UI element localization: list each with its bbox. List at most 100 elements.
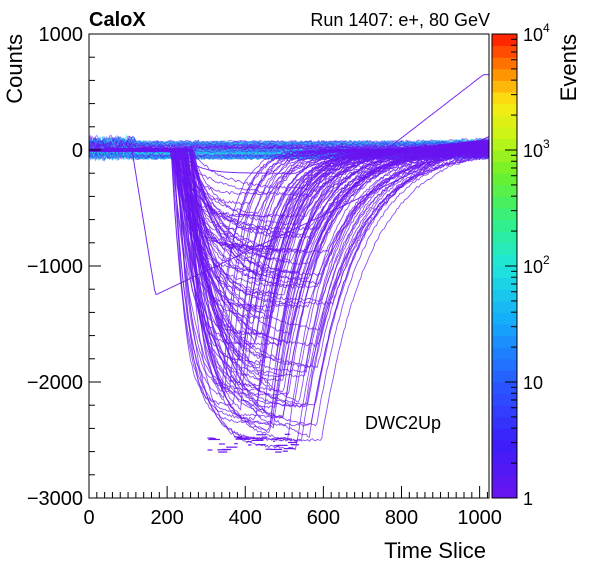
color-band — [492, 34, 517, 47]
saturation-mark — [291, 444, 299, 446]
color-band — [492, 254, 517, 267]
saturation-mark — [276, 437, 284, 440]
saturation-mark — [207, 437, 214, 439]
y-tick-label: 0 — [72, 140, 83, 162]
color-band — [492, 312, 517, 325]
trace-layer — [89, 74, 489, 453]
saturation-mark — [235, 438, 247, 440]
x-tick-label: 800 — [385, 507, 418, 529]
saturation-mark — [208, 438, 220, 441]
color-band — [492, 405, 517, 418]
color-band — [492, 289, 517, 302]
color-band — [492, 115, 517, 128]
saturation-mark — [207, 449, 213, 451]
color-band — [492, 347, 517, 360]
y-tick-label: −1000 — [27, 256, 83, 278]
color-band — [492, 382, 517, 395]
y-axis-title: Counts — [2, 34, 27, 104]
z-tick-label: 10 — [523, 25, 543, 45]
x-tick-label: 600 — [307, 507, 340, 529]
saturation-mark — [256, 434, 266, 436]
color-band — [492, 184, 517, 197]
color-band — [492, 428, 517, 441]
pulse-trace — [89, 147, 489, 406]
saturation-mark — [251, 439, 264, 441]
annotation-label: DWC2Up — [365, 413, 441, 433]
saturation-mark — [272, 440, 276, 442]
color-band — [492, 451, 517, 464]
color-band — [492, 393, 517, 406]
z-tick-label: 1 — [523, 489, 533, 509]
color-band — [492, 103, 517, 116]
color-band — [492, 416, 517, 429]
z-axis-title: Events — [556, 34, 581, 101]
color-band — [492, 440, 517, 453]
color-band — [492, 150, 517, 163]
saturation-mark — [226, 446, 238, 448]
saturation-mark — [276, 444, 288, 446]
baseline-trace — [89, 136, 489, 149]
saturation-mark — [290, 443, 294, 446]
color-band — [492, 45, 517, 58]
z-tick-label: 10 — [523, 141, 543, 161]
x-tick-label: 0 — [83, 507, 94, 529]
z-tick-exponent: 2 — [543, 253, 550, 267]
saturation-mark — [287, 441, 298, 444]
saturation-mark — [218, 443, 225, 445]
saturation-mark — [270, 448, 283, 451]
baseline-trace — [89, 138, 489, 151]
x-axis: 0 200 400 600 800 1000 — [83, 486, 502, 529]
color-band — [492, 126, 517, 139]
experiment-label: CaloX — [89, 9, 146, 31]
saturation-mark — [294, 440, 298, 442]
saturation-mark — [243, 438, 251, 440]
saturation-mark — [250, 437, 259, 439]
color-band — [492, 92, 517, 105]
baseline-trace — [89, 133, 489, 145]
saturation-mark — [282, 450, 288, 452]
color-band — [492, 219, 517, 232]
saturation-mark — [234, 443, 238, 445]
y-axis: −3000 −2000 −1000 0 1000 — [27, 24, 101, 510]
saturation-mark — [234, 436, 243, 438]
x-axis-title: Time Slice — [384, 538, 486, 563]
saturation-mark — [261, 436, 268, 438]
saturation-mark — [247, 444, 252, 446]
color-band — [492, 370, 517, 383]
saturation-mark — [221, 448, 232, 451]
saturation-mark — [284, 438, 292, 440]
saturation-mark — [246, 441, 252, 443]
color-band — [492, 335, 517, 348]
color-band — [492, 161, 517, 174]
late-rise-trace — [89, 74, 489, 174]
color-band — [492, 277, 517, 290]
y-tick-label: −2000 — [27, 372, 83, 394]
color-band — [492, 486, 517, 499]
color-band — [492, 324, 517, 337]
color-scale-bar — [491, 33, 518, 499]
y-tick-label: −3000 — [27, 488, 83, 510]
color-band — [492, 68, 517, 81]
color-band — [492, 474, 517, 487]
saturation-mark — [275, 451, 282, 453]
z-tick-exponent: 3 — [543, 137, 550, 151]
color-band — [492, 196, 517, 209]
early-pulse-trace — [89, 136, 489, 296]
z-tick-label: 10 — [523, 257, 543, 277]
color-band — [492, 242, 517, 255]
color-band — [492, 138, 517, 151]
color-band — [492, 173, 517, 186]
saturation-mark — [271, 438, 278, 440]
color-band — [492, 80, 517, 93]
z-tick-label: 10 — [523, 373, 543, 393]
saturation-mark — [236, 437, 247, 439]
color-band — [492, 358, 517, 371]
color-band — [492, 300, 517, 313]
color-band — [492, 266, 517, 279]
color-band — [492, 231, 517, 244]
color-band — [492, 57, 517, 70]
color-band — [492, 208, 517, 221]
saturation-mark — [256, 444, 266, 446]
